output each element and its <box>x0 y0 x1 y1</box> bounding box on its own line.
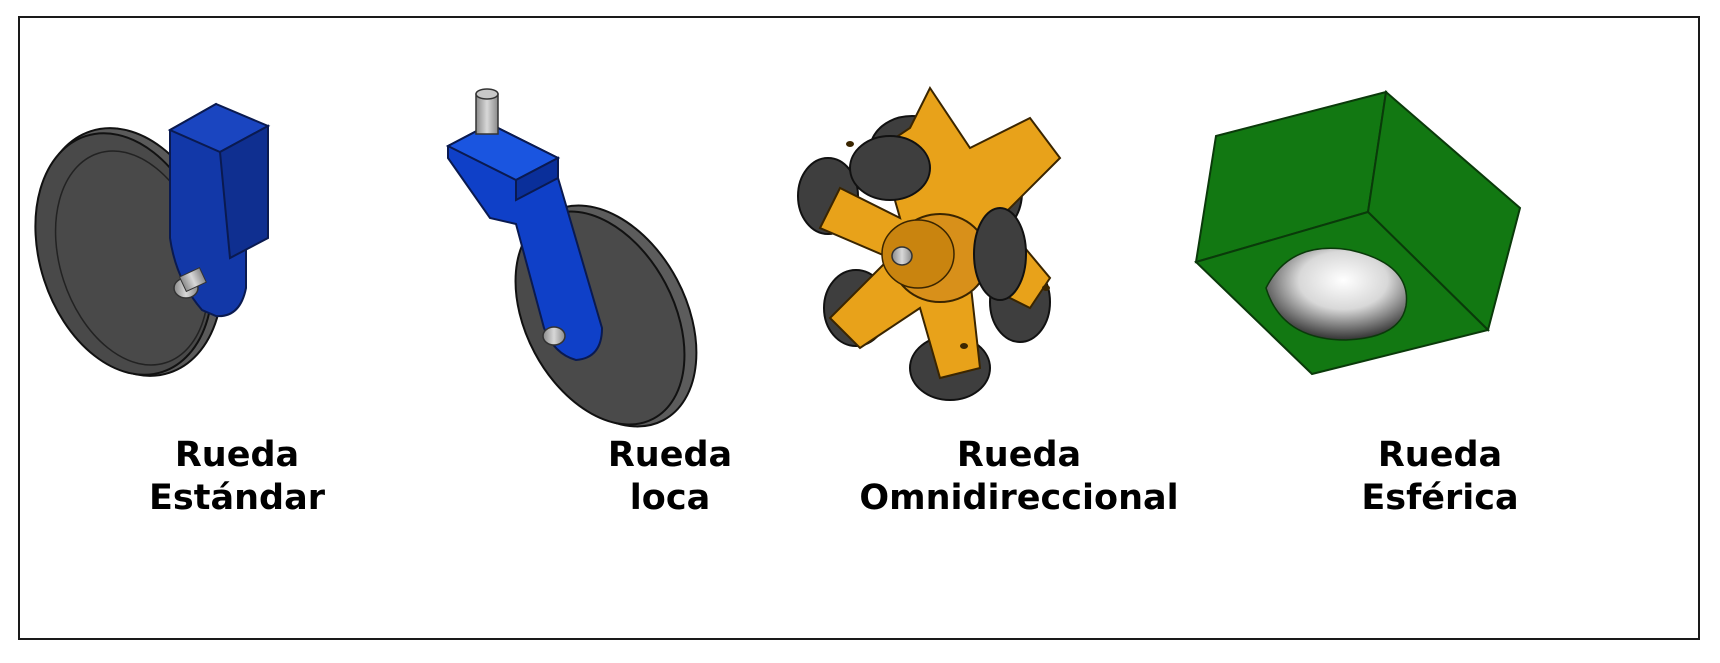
caption-line2: Estándar <box>149 478 325 518</box>
caption-line1: Rueda <box>174 435 300 475</box>
figure-frame: Rueda Estándar Rueda loca Rueda Omnidire… <box>18 16 1700 640</box>
caption-line1: Rueda <box>956 435 1082 475</box>
caption-line1: Rueda <box>607 435 733 475</box>
omni-wheel-icon <box>797 86 1062 401</box>
caption-line2: loca <box>629 478 711 518</box>
standard-wheel-icon <box>34 102 271 377</box>
wheels-illustration <box>34 86 1522 428</box>
caption-line2: Omnidireccional <box>859 478 1179 518</box>
caption-omni-wheel: Rueda Omnidireccional <box>809 434 1229 520</box>
caption-line2: Esférica <box>1361 478 1519 518</box>
caption-line1: Rueda <box>1377 435 1503 475</box>
caption-caster-wheel: Rueda loca <box>460 434 880 520</box>
ball-caster-icon <box>1194 90 1522 376</box>
caster-wheel-icon <box>445 88 698 428</box>
caption-standard-wheel: Rueda Estándar <box>27 434 447 520</box>
caption-ball-caster: Rueda Esférica <box>1230 434 1650 520</box>
